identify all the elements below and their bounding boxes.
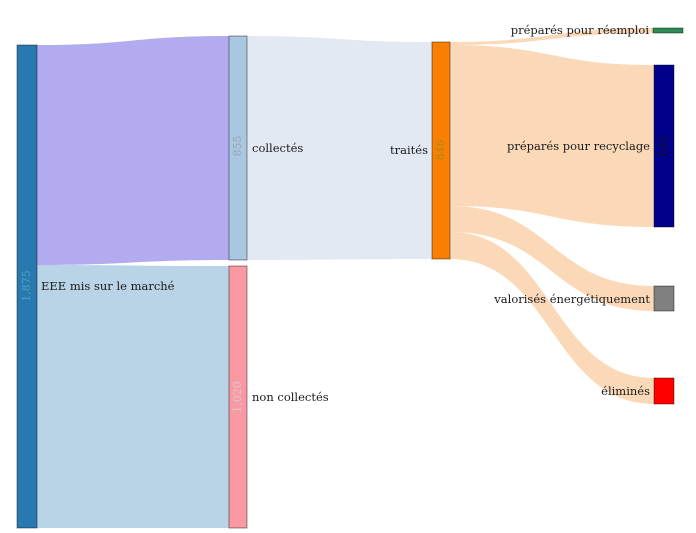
node-prepares-pour-reemploi[interactable] — [652, 27, 684, 34]
value-eee-mis-sur-le-marche: 1,875 — [20, 270, 33, 302]
value-non-collectes: 1,020 — [231, 381, 244, 413]
node-non-collectes[interactable] — [228, 265, 248, 529]
label-prepares-pour-recyclage: préparés pour recyclage — [507, 139, 650, 153]
label-elimines: éliminés — [601, 384, 650, 398]
link-traites-to-valorises[interactable] — [450, 206, 654, 311]
sankey-links — [37, 28, 654, 528]
node-collectes[interactable] — [228, 35, 248, 261]
sankey-nodes — [16, 27, 684, 529]
node-labels: EEE mis sur le marché collectés non coll… — [41, 23, 650, 404]
link-traites-to-recyclage[interactable] — [450, 45, 654, 227]
value-prepares-pour-recyclage: 632 — [657, 136, 670, 157]
link-collectes-to-traites[interactable] — [247, 36, 432, 260]
node-eee-mis-sur-le-marche[interactable] — [16, 44, 38, 529]
label-traites: traités — [390, 143, 428, 157]
node-value-labels: 1,875 855 1,020 846 632 — [20, 136, 670, 413]
value-traites: 846 — [434, 140, 447, 161]
node-prepares-pour-recyclage[interactable] — [653, 64, 675, 228]
node-elimines[interactable] — [653, 377, 675, 405]
label-valorises-energetiquement: valorisés énergétiquement — [493, 292, 650, 306]
node-traites[interactable] — [431, 41, 451, 260]
link-eee-to-non-collectes[interactable] — [37, 265, 229, 528]
label-prepares-pour-reemploi: préparés pour réemploi — [511, 23, 650, 37]
label-non-collectes: non collectés — [252, 390, 329, 404]
label-collectes: collectés — [252, 141, 303, 155]
node-valorises-energetiquement[interactable] — [653, 285, 675, 312]
link-traites-to-reemploi[interactable] — [450, 28, 653, 45]
link-eee-to-collectes[interactable] — [37, 36, 229, 265]
label-eee-mis-sur-le-marche: EEE mis sur le marché — [41, 279, 175, 293]
value-collectes: 855 — [231, 136, 244, 157]
link-traites-to-elimines[interactable] — [450, 232, 654, 404]
